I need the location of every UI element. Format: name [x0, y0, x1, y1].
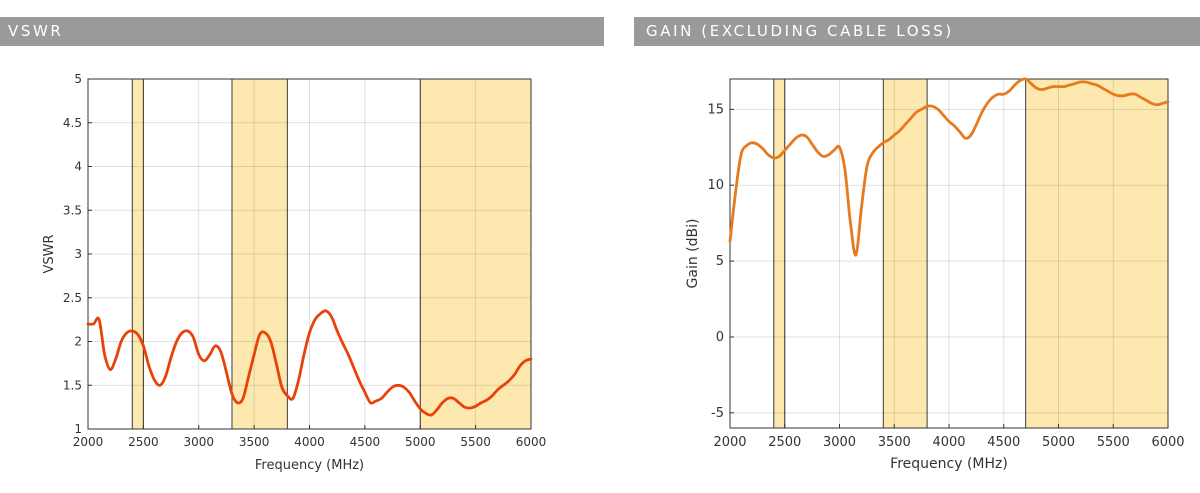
- y-tick-label: 2: [74, 335, 82, 349]
- gain-panel-header: GAIN (EXCLUDING CABLE LOSS): [634, 17, 1200, 46]
- x-tick-label: 2000: [713, 435, 746, 450]
- x-tick-label: 3000: [823, 435, 856, 450]
- y-tick-label: 3: [74, 247, 82, 261]
- x-axis-label: Frequency (MHz): [890, 456, 1008, 472]
- x-tick-label: 6000: [1151, 435, 1184, 450]
- y-tick-label: 15: [707, 102, 724, 117]
- data-series-line: [728, 77, 1170, 257]
- x-tick-label: 4500: [987, 435, 1020, 450]
- x-tick-label: 5500: [1097, 435, 1130, 450]
- x-tick-label: 2500: [768, 435, 801, 450]
- vswr-panel-header: VSWR: [0, 17, 604, 46]
- y-tick-label: 3.5: [63, 203, 82, 217]
- y-tick-label: 0: [716, 330, 724, 345]
- y-tick-label: 1: [74, 422, 82, 436]
- y-tick-label: -5: [711, 406, 724, 421]
- x-tick-label: 4000: [932, 435, 965, 450]
- x-tick-label: 5500: [460, 435, 491, 449]
- x-tick-label: 3000: [183, 435, 214, 449]
- x-tick-label: 3500: [239, 435, 270, 449]
- y-tick-label: 10: [707, 178, 724, 193]
- x-tick-label: 4500: [350, 435, 381, 449]
- x-axis-label: Frequency (MHz): [255, 458, 364, 473]
- data-series-line: [86, 309, 533, 417]
- y-axis-label: Gain (dBi): [685, 219, 701, 289]
- y-tick-label: 2.5: [63, 291, 82, 305]
- frequency-band-3: [1025, 78, 1169, 429]
- x-tick-label: 5000: [1042, 435, 1075, 450]
- frequency-band-1: [773, 78, 786, 429]
- y-tick-label: 5: [74, 72, 82, 86]
- x-tick-label: 6000: [516, 435, 547, 449]
- vswr-chart: 2000 2500 3000 3500 4000 4500 5000 5500 6000 1 1.5…: [42, 72, 546, 473]
- x-tick-label: 5000: [405, 435, 436, 449]
- x-tick-label: 3500: [878, 435, 911, 450]
- y-axis-label: VSWR: [42, 234, 57, 273]
- x-tick-label: 2000: [73, 435, 104, 449]
- y-tick-label: 5: [716, 254, 724, 269]
- y-tick-label: 4.5: [63, 116, 82, 130]
- x-tick-label: 2500: [128, 435, 159, 449]
- y-tick-label: 1.5: [63, 378, 82, 392]
- gain-chart: 2000 2500 3000 3500 4000 4500 5000 5500 6000 -5 0 5…: [685, 77, 1185, 472]
- frequency-band-2: [882, 78, 928, 429]
- y-tick-label: 4: [74, 160, 82, 174]
- x-tick-label: 4000: [294, 435, 325, 449]
